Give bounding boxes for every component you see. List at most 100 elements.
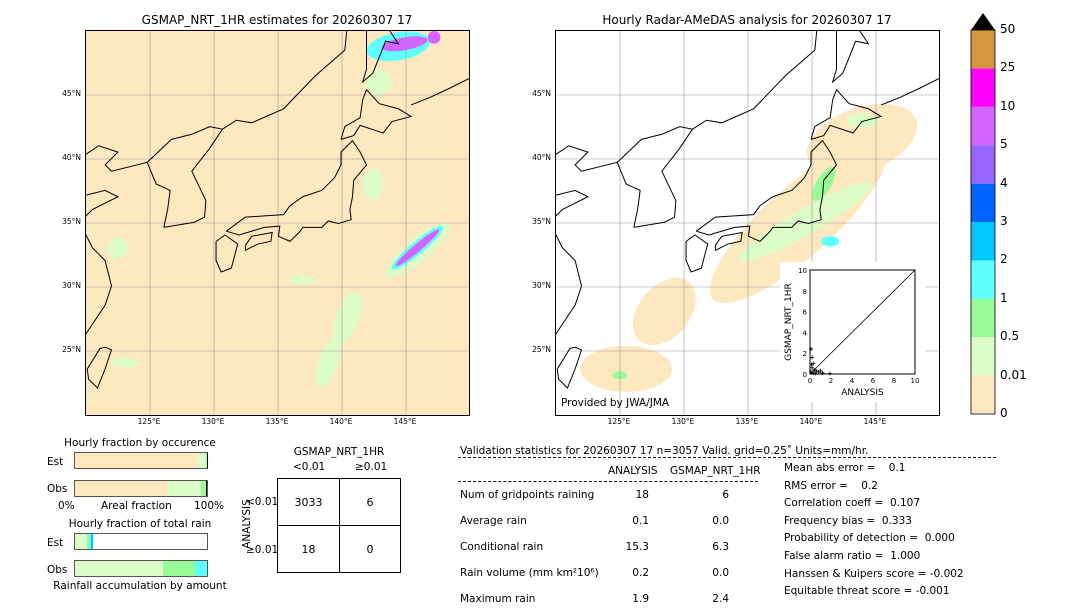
lat-tick: 35°N [62, 217, 81, 226]
coastline [86, 346, 113, 389]
colorbar-label: 0.01 [1000, 367, 1027, 382]
lat-tick: 40°N [532, 153, 551, 162]
lon-tick: 145°E [393, 417, 417, 426]
rain-xlabel: Rainfall accumulation by amount [53, 580, 227, 592]
colorbar-segment [971, 298, 995, 338]
score-line: Hanssen & Kuipers score = -0.002 [784, 567, 964, 580]
totalrain-title: Hourly fraction of total rain [68, 518, 212, 530]
precip-area [821, 236, 840, 247]
lon-tick: 130°E [671, 417, 695, 426]
colorbar-segment [971, 375, 995, 414]
bar-segment [201, 481, 206, 496]
bar-segment [75, 453, 198, 468]
coastline [86, 189, 119, 335]
occ-obs-label: Obs [47, 483, 68, 495]
coastline [695, 139, 838, 242]
coastline [340, 88, 413, 140]
colorbar-label: 50 [1000, 22, 1016, 36]
occ-est-bar [74, 452, 208, 469]
scatter-ytick: 6 [803, 309, 808, 317]
precip-area [290, 274, 316, 285]
colorbar-label: 2 [1000, 252, 1008, 267]
stat-gsmap-value: 2.4 [712, 593, 729, 605]
stat-analysis-value: 1.9 [632, 593, 649, 605]
bar-segment [75, 534, 87, 549]
rain-est-label: Est [47, 537, 64, 549]
col-label-0: <0.01 [293, 461, 326, 473]
stat-label: Maximum rain [460, 593, 536, 605]
colorbar-label: 4 [1000, 175, 1008, 190]
scatter-point [816, 369, 821, 374]
stat-analysis-value: 0.1 [632, 515, 649, 527]
colorbar-segment [971, 260, 995, 299]
scatter-xtick: 2 [829, 377, 833, 385]
precip-area [427, 31, 441, 44]
stat-gsmap-value: 0.0 [712, 515, 729, 527]
colorbar-segment [971, 222, 995, 261]
rain-est-bar [74, 533, 208, 550]
occ-xtick-0: 0% [58, 500, 75, 512]
precip-area [806, 103, 918, 176]
occ-xtick-1: 100% [194, 500, 225, 512]
scatter-ytick: 4 [803, 329, 808, 337]
colorbar-label: 25 [1000, 60, 1016, 75]
scatter-point [810, 365, 815, 370]
coastline [692, 31, 818, 130]
lat-tick: 25°N [62, 345, 81, 354]
stat-analysis-value: 0.2 [632, 567, 649, 579]
colorbar-label: 1 [1000, 290, 1008, 305]
colorbar-label: 10 [1000, 98, 1016, 113]
stat-analysis-value: 15.3 [625, 541, 649, 553]
score-line: Equitable threat score = -0.001 [784, 585, 950, 598]
scatter-point [809, 362, 814, 367]
gsmap-estimate-map [85, 30, 470, 416]
scatter-xtick: 4 [850, 377, 855, 385]
precip-area [382, 36, 428, 52]
left-map-title: GSMAP_NRT_1HR estimates for 20260307 17 [141, 13, 413, 27]
lon-tick: 140°E [799, 417, 823, 426]
scatter-point [810, 355, 815, 360]
colorbar-extend-arrow [971, 13, 995, 30]
precip-area [362, 168, 384, 200]
lon-tick: 130°E [201, 417, 225, 426]
scatter-xtick: 10 [911, 377, 920, 385]
col-header-gsmap: GSMAP_NRT_1HR [670, 465, 761, 477]
col-header-analysis: ANALYSIS [608, 465, 658, 477]
score-line: Correlation coeff = 0.107 [784, 497, 920, 510]
bar-segment [86, 534, 89, 549]
stat-gsmap-value: 0.0 [712, 567, 729, 579]
colorbar-label: 3 [1000, 214, 1008, 228]
contingency-title: GSMAP_NRT_1HR [293, 446, 385, 458]
scatter-point [812, 367, 817, 372]
coastline [714, 231, 743, 252]
lat-tick: 30°N [532, 281, 551, 290]
lat-tick: 40°N [62, 153, 81, 162]
occ-est-label: Est [47, 456, 64, 468]
score-line: RMS error = 0.2 [784, 479, 878, 492]
coastline [556, 346, 583, 389]
rain-obs-bar [74, 560, 208, 577]
coastline [831, 31, 870, 84]
colorbar-segment [971, 337, 995, 376]
rain-obs-label: Obs [47, 564, 68, 576]
precip-area [111, 357, 137, 368]
bar-segment [205, 481, 207, 496]
bar-segment [88, 534, 91, 549]
scatter-ytick: 0 [803, 371, 807, 379]
score-line: False alarm ratio = 1.000 [784, 550, 921, 562]
coastline [244, 231, 273, 252]
lat-tick: 30°N [62, 281, 81, 290]
colorbar-label: 5 [1000, 137, 1008, 152]
score-line: Probability of detection = 0.000 [784, 532, 955, 545]
bar-segment [75, 481, 169, 496]
scatter-point [811, 370, 816, 375]
stat-gsmap-value: 6.3 [712, 541, 729, 553]
coastline [222, 31, 348, 130]
lat-tick: 45°N [62, 89, 81, 98]
lon-tick: 125°E [607, 417, 631, 426]
scatter-point [827, 371, 832, 376]
cell-hit-none: 3033 [277, 478, 340, 526]
row-label-1: ≥0.01 [246, 544, 279, 556]
lon-tick: 140°E [329, 417, 353, 426]
score-line: Frequency bias = 0.333 [784, 514, 912, 527]
